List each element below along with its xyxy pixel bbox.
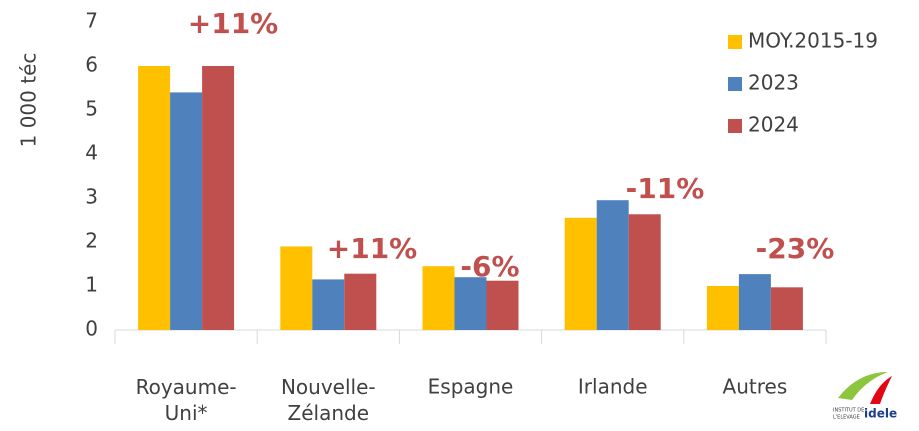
y-tick-label: 6 — [85, 53, 98, 77]
x-tick-label-line: Uni* — [165, 401, 208, 425]
y-axis-label: 1 000 téc — [17, 53, 41, 148]
annotation: -23% — [756, 232, 835, 265]
logo-brand: idele — [864, 407, 897, 421]
y-tick-label: 1 — [85, 273, 98, 297]
bar — [564, 217, 597, 330]
logo-swoosh — [838, 372, 888, 400]
legend-swatch — [728, 35, 742, 49]
annotation: +11% — [188, 7, 278, 40]
bar — [706, 286, 739, 330]
x-tick-label: Espagne — [428, 375, 514, 399]
y-tick-label: 0 — [85, 317, 98, 341]
x-tick-label-line: Nouvelle- — [281, 375, 376, 399]
logo-text: INSTITUT DE — [833, 408, 864, 414]
logo-text: L'ELEVAGE — [833, 415, 860, 421]
bar — [138, 66, 171, 330]
bar — [422, 266, 455, 330]
x-tick-label: Royaume-Uni* — [136, 375, 237, 425]
x-tick-label-line: Royaume- — [136, 375, 237, 399]
y-tick-label: 3 — [85, 185, 98, 209]
logo-swoosh — [870, 376, 892, 404]
bar — [486, 280, 519, 330]
bar — [770, 287, 803, 330]
x-tick-label: Nouvelle-Zélande — [281, 375, 376, 425]
y-tick-label: 2 — [85, 229, 98, 253]
legend-label: 2024 — [748, 113, 799, 137]
annotation: -11% — [626, 172, 705, 205]
x-tick-label: Autres — [723, 375, 788, 399]
bar — [280, 246, 313, 330]
bar — [738, 274, 771, 330]
y-tick-label: 7 — [85, 9, 98, 33]
bar — [596, 200, 629, 330]
x-tick-label: Irlande — [578, 375, 648, 399]
bar — [344, 273, 377, 330]
y-tick-label: 5 — [85, 97, 98, 121]
bar — [170, 92, 203, 331]
bar — [628, 214, 661, 330]
annotation: -6% — [460, 250, 519, 283]
bar — [312, 279, 345, 330]
bar — [202, 66, 235, 330]
legend-swatch — [728, 119, 742, 133]
bar — [454, 277, 487, 330]
x-tick-label-line: Zélande — [288, 401, 370, 425]
y-tick-label: 4 — [85, 141, 98, 165]
annotation: +11% — [327, 232, 417, 265]
legend-label: 2023 — [748, 71, 799, 95]
legend-label: MOY.2015-19 — [748, 29, 878, 53]
legend-swatch — [728, 77, 742, 91]
